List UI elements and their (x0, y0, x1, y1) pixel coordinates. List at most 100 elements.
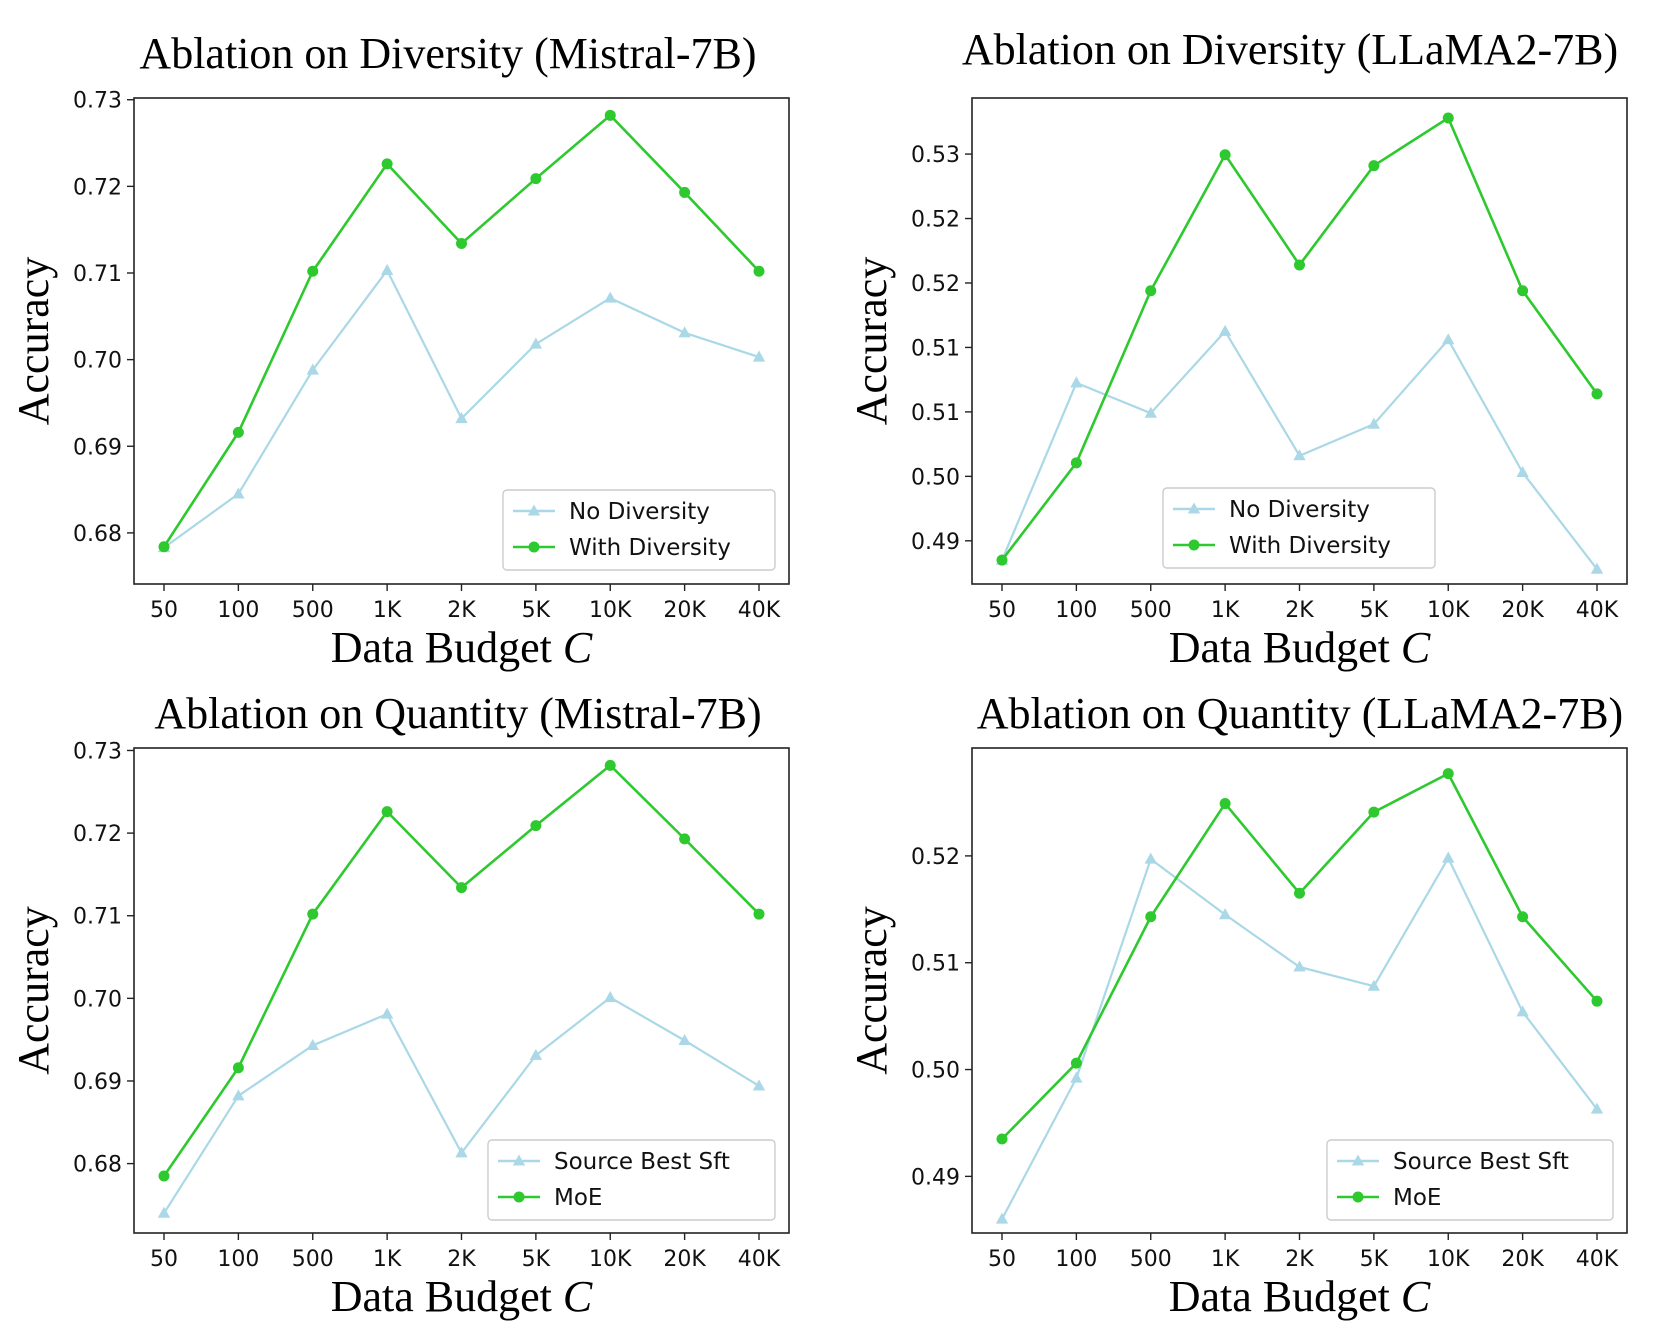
x-tick-label: 100 (1055, 1247, 1097, 1272)
x-axis-label-symbol: C (1401, 623, 1431, 672)
x-tick-label: 5K (522, 1247, 551, 1272)
data-point (306, 363, 319, 375)
y-tick-label: 0.53 (911, 143, 960, 168)
y-tick-label: 0.51 (911, 401, 960, 426)
data-point (1218, 908, 1232, 920)
data-point (157, 1206, 171, 1218)
y-tick-label: 0.71 (73, 262, 122, 287)
legend-label: With Diversity (569, 535, 731, 561)
legend-label: Source Best Sft (1393, 1149, 1569, 1175)
y-axis-label: Accuracy (9, 906, 58, 1075)
y-tick-label: 0.72 (73, 822, 122, 847)
data-point (232, 1089, 245, 1101)
legend-label: With Diversity (1229, 533, 1391, 559)
chart-title: Ablation on Diversity (LLaMA2-7B) (962, 25, 1618, 74)
y-tick-label: 0.69 (73, 435, 122, 460)
y-tick-label: 0.72 (73, 175, 122, 200)
data-point (753, 908, 765, 920)
legend: No Diversity With Diversity (1162, 487, 1436, 569)
legend-label: No Diversity (1229, 497, 1370, 523)
chart-title: Ablation on Quantity (LLaMA2-7B) (977, 689, 1623, 738)
x-tick-label: 1K (1211, 598, 1240, 623)
series-green (996, 768, 1603, 1145)
data-point (1219, 798, 1231, 810)
data-point (1367, 417, 1381, 429)
x-tick-label: 2K (447, 598, 476, 623)
y-tick-label: 0.71 (73, 905, 122, 930)
legend-box (502, 489, 776, 571)
data-point (1591, 388, 1603, 400)
x-tick-label: 20K (663, 598, 706, 623)
x-tick-label: 500 (292, 1247, 334, 1272)
y-tick-label: 0.50 (911, 1059, 960, 1084)
legend-box (1326, 1139, 1614, 1221)
x-tick-label: 2K (1285, 598, 1314, 623)
data-point (1517, 911, 1529, 923)
series-line (162, 114, 760, 548)
x-axis-label-text: Data Budget (331, 623, 563, 672)
legend-box (487, 1139, 776, 1221)
x-tick-label: 500 (1130, 1247, 1172, 1272)
data-point (1516, 1005, 1529, 1017)
legend: Source Best Sft MoE (1326, 1139, 1614, 1221)
data-point (529, 1048, 543, 1060)
data-point (1293, 449, 1306, 461)
data-point (306, 1038, 319, 1050)
x-tick-label: 500 (292, 598, 334, 623)
y-tick-label: 0.51 (911, 952, 960, 977)
data-point (1442, 768, 1454, 780)
data-point (1591, 995, 1603, 1007)
x-axis-label-text: Data Budget (1169, 1272, 1401, 1321)
chart-panel-1: Ablation on Diversity (Mistral-7B) 0.68 0.… (9, 29, 790, 672)
data-point (232, 1062, 244, 1074)
chart-title: Ablation on Diversity (Mistral-7B) (139, 29, 756, 78)
y-axis-label: Accuracy (847, 257, 896, 426)
data-point (307, 908, 319, 920)
legend-swatch-marker (1188, 539, 1200, 551)
data-point (1517, 285, 1529, 297)
data-point (158, 1170, 170, 1182)
data-point (1294, 259, 1305, 271)
y-tick-label: 0.69 (73, 1070, 122, 1095)
y-tick-label: 0.70 (73, 349, 122, 374)
data-point (1367, 979, 1381, 991)
data-point (678, 1033, 691, 1046)
x-tick-label: 1K (373, 598, 402, 623)
legend-swatch-marker (1351, 1154, 1365, 1166)
series-line (162, 764, 760, 1177)
data-point (1070, 1071, 1083, 1083)
data-point (1590, 562, 1604, 574)
data-point (1294, 887, 1305, 899)
x-tick-label: 10K (589, 598, 632, 623)
data-point (678, 326, 691, 338)
x-axis-label: Data Budget C (1169, 1272, 1431, 1321)
legend-label: MoE (1393, 1185, 1441, 1211)
x-tick-label: 5K (1360, 598, 1389, 623)
legend-swatch-marker (527, 504, 541, 516)
x-tick-label: 40K (738, 598, 781, 623)
y-tick-label: 0.52 (911, 845, 960, 870)
legend-swatch-marker (528, 541, 540, 553)
y-tick-label: 0.73 (73, 89, 122, 114)
y-tick-label: 0.52 (911, 208, 960, 233)
data-point (381, 158, 393, 170)
series-light (995, 851, 1604, 1224)
y-tick-label: 0.68 (73, 1153, 122, 1178)
data-point (1070, 1057, 1082, 1069)
data-point (530, 173, 542, 185)
series-green (158, 109, 765, 553)
x-tick-label: 10K (1427, 598, 1470, 623)
series-line (1001, 772, 1598, 1140)
y-tick-label: 0.51 (911, 336, 960, 361)
data-point (456, 238, 467, 250)
data-point (996, 554, 1008, 566)
legend-swatch-marker (1187, 502, 1201, 514)
data-point (1442, 851, 1455, 863)
x-tick-label: 10K (1427, 1247, 1470, 1272)
data-point (1144, 406, 1157, 418)
x-tick-label: 40K (1576, 1247, 1619, 1272)
legend-swatch-marker (1352, 1191, 1364, 1203)
data-point (380, 1007, 394, 1019)
x-tick-label: 50 (988, 598, 1016, 623)
